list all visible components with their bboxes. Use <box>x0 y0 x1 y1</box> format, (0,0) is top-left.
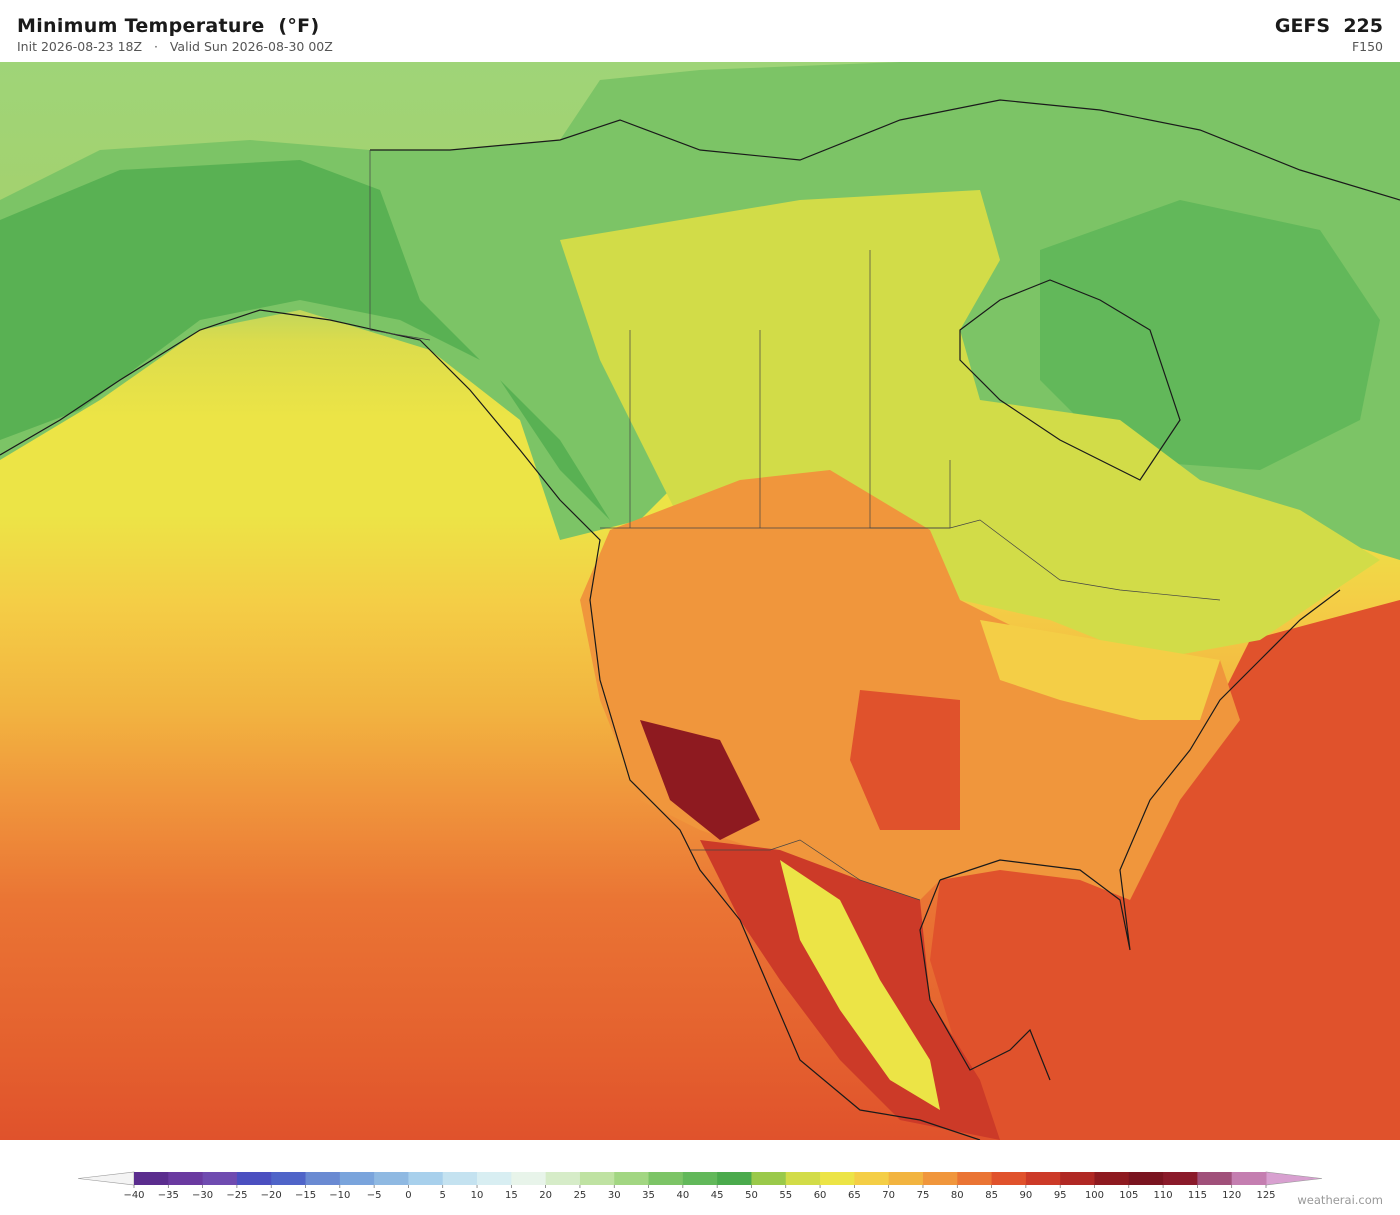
colorbar-bin <box>545 1172 581 1185</box>
colorbar-tick-label: 75 <box>917 1190 930 1200</box>
colorbar-bin <box>579 1172 615 1185</box>
map-title: Minimum Temperature (°F) <box>17 15 320 37</box>
colorbar-bin <box>991 1172 1027 1185</box>
colorbar-tick-label: 95 <box>1054 1190 1067 1200</box>
colorbar-bin <box>1060 1172 1095 1185</box>
colorbar-tick-label: 125 <box>1256 1190 1275 1200</box>
borders <box>369 150 1221 901</box>
colorbar-bin <box>648 1172 684 1185</box>
colorbar-tick-label: 45 <box>711 1190 724 1200</box>
colorbar-tick-label: 100 <box>1085 1190 1104 1200</box>
colorbar-bin <box>168 1172 204 1185</box>
colorbar-tick-label: −35 <box>158 1190 179 1200</box>
colorbar-tick-label: 0 <box>405 1190 411 1200</box>
colorbar-bin <box>134 1172 169 1185</box>
quebec-field <box>1040 200 1380 470</box>
colorbar-bin <box>614 1172 650 1185</box>
colorbar-tick-label: −30 <box>192 1190 213 1200</box>
colorbar-tick-label: −40 <box>123 1190 144 1200</box>
colorbar-bin <box>1163 1172 1198 1185</box>
colorbar-tick-label: 80 <box>951 1190 964 1200</box>
colorbar-tick-label: −25 <box>226 1190 247 1200</box>
colorbar-bin <box>957 1172 993 1185</box>
alaska-field <box>0 160 610 520</box>
colorbar-bin <box>271 1172 307 1185</box>
colorbar-tick-label: 40 <box>676 1190 689 1200</box>
colorbar-tick-label: 90 <box>1020 1190 1033 1200</box>
colorbar-tick-label: 115 <box>1188 1190 1207 1200</box>
colorbar-under <box>77 1171 135 1186</box>
colorbar-bin <box>854 1172 890 1185</box>
colorbar-tick-label: 35 <box>642 1190 655 1200</box>
atlantic-field <box>930 600 1400 1140</box>
colorbar-bin <box>511 1172 547 1185</box>
colorbar-bin <box>1094 1172 1130 1185</box>
colorbar: −40 −35 −30 −25 −20 −15 −10 −5 0 5 10 15 20 25 30 35 40 4… <box>77 1171 1323 1200</box>
colorbar-tick-label: 105 <box>1119 1190 1138 1200</box>
colorbar-bin <box>202 1172 238 1185</box>
colorbar-bin <box>785 1172 821 1185</box>
plateau-field <box>780 860 940 1110</box>
colorbar-bin <box>408 1172 444 1185</box>
colorbar-tick-label: 60 <box>814 1190 827 1200</box>
colorbar-bin <box>477 1172 512 1185</box>
colorbar-bin <box>682 1172 718 1185</box>
map <box>0 62 1400 1140</box>
header: Minimum Temperature (°F) Init 2026-08-23… <box>0 0 1400 62</box>
colorbar-bin <box>888 1172 924 1185</box>
colorbar-tick-label: 110 <box>1154 1190 1173 1200</box>
colorbar-tick-label: 85 <box>985 1190 998 1200</box>
colorbar-tick-label: −5 <box>367 1190 382 1200</box>
map-subtitle: Init 2026-08-23 18Z · Valid Sun 2026-08-… <box>17 39 333 54</box>
colorbar-tick-label: −10 <box>329 1190 350 1200</box>
colorbar-bin <box>1128 1172 1164 1185</box>
colorbar-tick-label: −20 <box>261 1190 282 1200</box>
colorbar-tick-label: 50 <box>745 1190 758 1200</box>
colorbar-tick-label: 20 <box>539 1190 552 1200</box>
credit: weatherai.com <box>1297 1193 1383 1207</box>
colorbar-bin <box>442 1172 478 1185</box>
colorbar-bin <box>751 1172 787 1185</box>
colorbar-tick-label: 10 <box>471 1190 484 1200</box>
colorbar-tick-label: 25 <box>574 1190 587 1200</box>
colorbar-tick-label: 30 <box>608 1190 621 1200</box>
colorbar-tick-label: 15 <box>505 1190 518 1200</box>
colorbar-bin <box>922 1172 958 1185</box>
colorbar-over <box>1265 1171 1323 1186</box>
colorbar-bin <box>717 1172 752 1185</box>
colorbar-bin <box>374 1172 409 1185</box>
desert-field <box>640 720 760 840</box>
colorbar-bin <box>1197 1172 1233 1185</box>
colorbar-bin <box>339 1172 375 1185</box>
colorbar-bin <box>820 1172 855 1185</box>
colorbar-tick-label: 55 <box>779 1190 792 1200</box>
colorbar-bin <box>1231 1172 1267 1185</box>
model-name: GEFS 225 <box>1274 15 1383 37</box>
colorbar-tick-label: −15 <box>295 1190 316 1200</box>
forecast-hour: F150 <box>1351 39 1383 54</box>
colorbar-tick-label: 120 <box>1222 1190 1241 1200</box>
coastlines <box>0 99 1400 1140</box>
colorbar-bin <box>236 1172 272 1185</box>
colorbar-tick-label: 5 <box>440 1190 446 1200</box>
colorbar-bin <box>305 1172 341 1185</box>
colorbar-bin <box>1025 1172 1061 1185</box>
plains-field <box>850 690 960 830</box>
colorbar-tick-label: 65 <box>848 1190 861 1200</box>
colorbar-tick-label: 70 <box>882 1190 895 1200</box>
northeast-field <box>980 620 1220 720</box>
